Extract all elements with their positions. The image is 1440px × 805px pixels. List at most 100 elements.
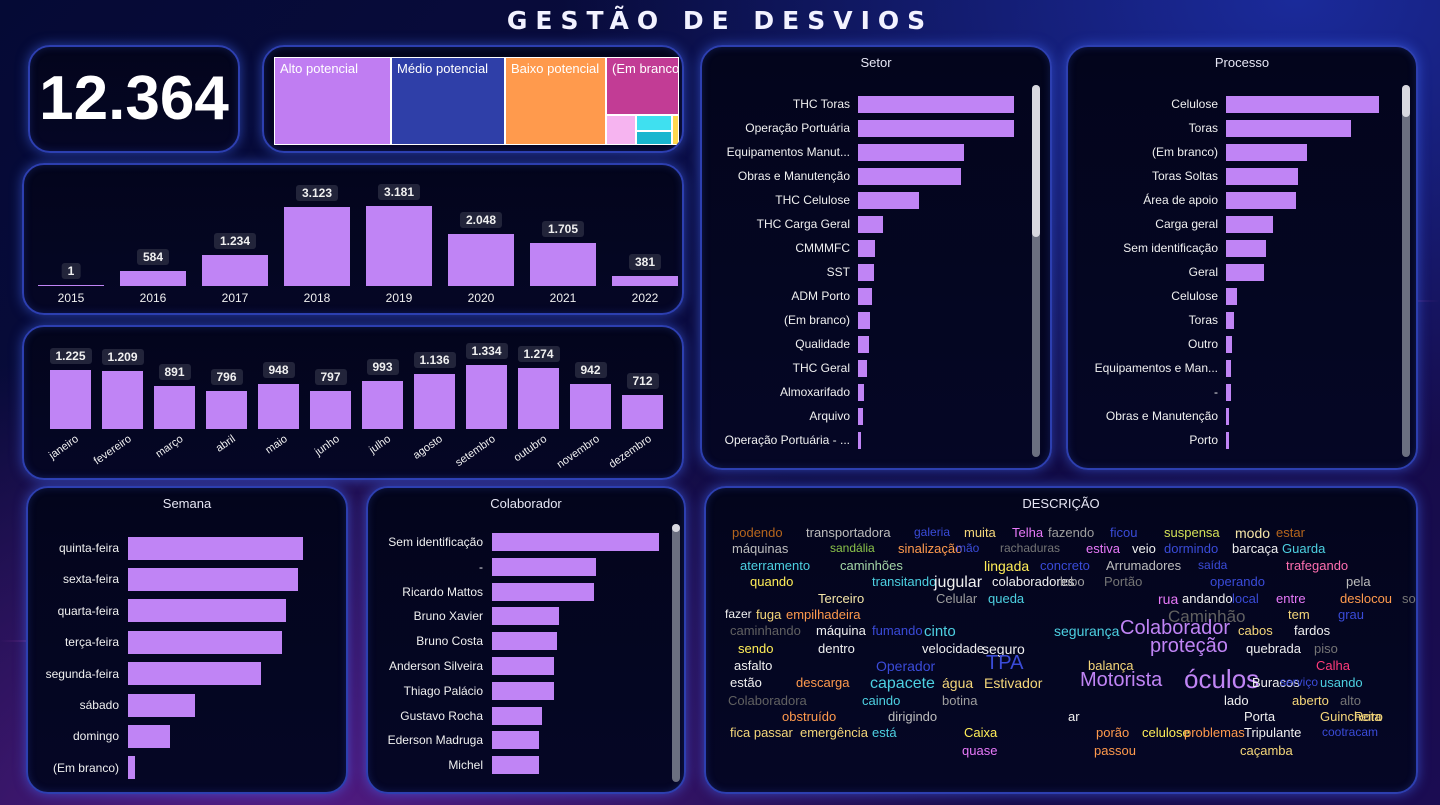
- treemap-small-cell-2[interactable]: [636, 131, 672, 145]
- setor-panel[interactable]: Setor THC Toras Operação Portuária Equipam…: [700, 45, 1052, 470]
- setor-bar[interactable]: [858, 431, 862, 449]
- semana-category-label: quarta-feira: [57, 603, 119, 618]
- colaborador-panel[interactable]: Colaborador Sem identificação - Ricardo Ma…: [366, 486, 686, 794]
- setor-scrollbar[interactable]: [1032, 85, 1040, 457]
- setor-bar[interactable]: [858, 215, 883, 233]
- setor-bar[interactable]: [858, 359, 868, 377]
- processo-bar[interactable]: [1226, 119, 1352, 137]
- colaborador-bar[interactable]: [492, 557, 596, 576]
- setor-bar[interactable]: [858, 311, 871, 329]
- semana-bar[interactable]: [128, 724, 170, 748]
- word-cloud-word: caindo: [862, 693, 901, 708]
- setor-bar[interactable]: [858, 143, 965, 161]
- processo-bar[interactable]: [1226, 311, 1234, 329]
- months-bar[interactable]: [50, 370, 91, 429]
- setor-bar[interactable]: [858, 407, 863, 425]
- years-bar[interactable]: [284, 207, 350, 286]
- months-bar[interactable]: [570, 383, 611, 429]
- treemap-cell-3[interactable]: (Em branco): [606, 57, 679, 115]
- years-bar[interactable]: [38, 285, 104, 286]
- years-bar[interactable]: [366, 206, 432, 286]
- months-bar[interactable]: [154, 386, 195, 429]
- months-bar[interactable]: [206, 390, 247, 429]
- months-value-label: 797: [314, 368, 347, 385]
- months-bar[interactable]: [258, 383, 299, 429]
- processo-bar[interactable]: [1226, 407, 1230, 425]
- months-value-label: 1.274: [517, 345, 560, 362]
- colaborador-scroll-thumb[interactable]: [672, 524, 680, 532]
- descricao-panel[interactable]: DESCRIÇÃO podendo transportadora galeria mu…: [704, 486, 1418, 794]
- setor-bar[interactable]: [858, 383, 865, 401]
- treemap-panel[interactable]: Alto potencial Médio potencial Baixo poten…: [262, 45, 684, 153]
- months-bar[interactable]: [362, 381, 403, 429]
- semana-category-label: sexta-feira: [62, 572, 119, 587]
- processo-panel[interactable]: Processo Celulose Toras (Em branco) Toras S…: [1066, 45, 1418, 470]
- colaborador-bar[interactable]: [492, 756, 539, 775]
- semana-panel[interactable]: Semana quinta-feira sexta-feira quarta-fei…: [26, 486, 348, 794]
- treemap-cell-1[interactable]: Médio potencial: [391, 57, 505, 145]
- years-bar[interactable]: [202, 254, 268, 286]
- months-bar[interactable]: [310, 390, 351, 429]
- colaborador-bar[interactable]: [492, 582, 594, 601]
- year-chart-panel[interactable]: 1 2015 584 2016 1.234 2017 3.123 2018 3.181 2019 2…: [22, 163, 684, 315]
- processo-bar[interactable]: [1226, 143, 1308, 161]
- colaborador-bar[interactable]: [492, 731, 539, 750]
- semana-bar[interactable]: [128, 756, 135, 780]
- years-bar[interactable]: [120, 271, 186, 286]
- processo-bar[interactable]: [1226, 383, 1231, 401]
- word-cloud-word: Terceiro: [818, 591, 865, 606]
- semana-bar[interactable]: [128, 599, 286, 623]
- colaborador-bar[interactable]: [492, 657, 554, 675]
- treemap-cell-2[interactable]: Baixo potencial: [505, 57, 606, 145]
- colaborador-bar[interactable]: [492, 533, 659, 551]
- processo-bar[interactable]: [1226, 95, 1379, 113]
- months-bar[interactable]: [622, 394, 663, 429]
- processo-bar[interactable]: [1226, 335, 1233, 353]
- years-bar[interactable]: [530, 243, 596, 286]
- processo-bar[interactable]: [1226, 191, 1297, 209]
- semana-bar[interactable]: [128, 662, 261, 686]
- colaborador-bar[interactable]: [492, 706, 543, 725]
- kpi-card[interactable]: 12.364: [28, 45, 240, 153]
- months-bar[interactable]: [102, 370, 143, 429]
- processo-scrollbar[interactable]: [1402, 85, 1410, 457]
- setor-bar[interactable]: [858, 335, 869, 353]
- colaborador-bar[interactable]: [492, 681, 554, 700]
- years-bar[interactable]: [612, 276, 678, 286]
- treemap-cell-0[interactable]: Alto potencial: [274, 57, 391, 145]
- setor-bar[interactable]: [858, 119, 1014, 137]
- colaborador-scrollbar[interactable]: [672, 524, 680, 782]
- processo-bar[interactable]: [1226, 215, 1274, 233]
- processo-bar[interactable]: [1226, 287, 1237, 305]
- semana-bar[interactable]: [128, 567, 298, 591]
- treemap-small-cell-1[interactable]: [636, 115, 672, 131]
- setor-bar[interactable]: [858, 95, 1014, 113]
- processo-bar[interactable]: [1226, 167, 1298, 185]
- processo-scroll-thumb[interactable]: [1402, 85, 1410, 117]
- setor-bar[interactable]: [858, 167, 961, 185]
- months-bar[interactable]: [518, 367, 559, 429]
- processo-bar[interactable]: [1226, 239, 1266, 257]
- colaborador-bar[interactable]: [492, 632, 558, 651]
- semana-bar[interactable]: [128, 536, 303, 560]
- semana-bar[interactable]: [128, 630, 282, 654]
- setor-scroll-thumb[interactable]: [1032, 85, 1040, 237]
- word-cloud-word: lado: [1224, 693, 1249, 708]
- processo-bar[interactable]: [1226, 431, 1230, 449]
- potential-treemap[interactable]: Alto potencial Médio potencial Baixo poten…: [274, 57, 679, 145]
- setor-bar[interactable]: [858, 287, 873, 305]
- setor-bar[interactable]: [858, 239, 876, 257]
- setor-bar[interactable]: [858, 263, 874, 281]
- months-bar[interactable]: [414, 374, 455, 429]
- processo-bar[interactable]: [1226, 359, 1231, 377]
- word-cloud-word: cabos: [1238, 623, 1273, 638]
- years-bar[interactable]: [448, 234, 514, 286]
- months-bar[interactable]: [466, 365, 507, 429]
- month-chart-panel[interactable]: 1.225 janeiro 1.209 fevereiro 891 março 796 abr…: [22, 325, 684, 480]
- setor-bar[interactable]: [858, 191, 919, 209]
- colaborador-bar[interactable]: [492, 607, 559, 626]
- treemap-small-cell-0[interactable]: [606, 115, 636, 145]
- semana-bar[interactable]: [128, 693, 195, 717]
- treemap-small-cell-3[interactable]: [672, 115, 679, 145]
- processo-bar[interactable]: [1226, 263, 1265, 281]
